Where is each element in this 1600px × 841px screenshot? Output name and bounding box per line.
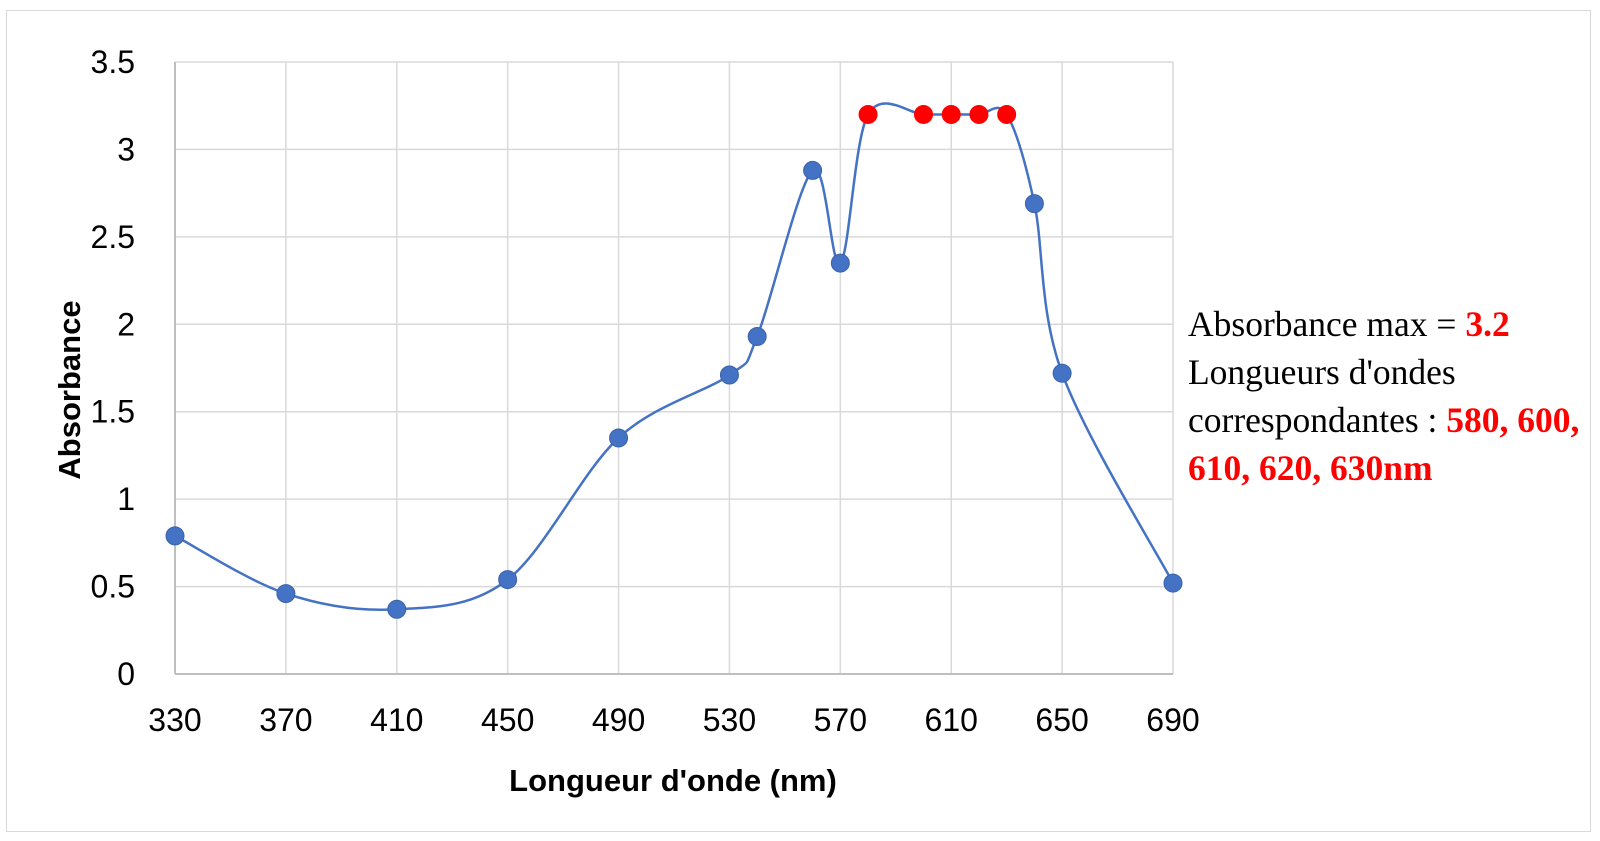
x-tick-label: 610 bbox=[925, 702, 978, 738]
annotation-line2: Longueurs d'ondes correspondantes : bbox=[1188, 352, 1456, 440]
annotation-max-value: 3.2 bbox=[1465, 304, 1510, 344]
x-tick-label: 450 bbox=[481, 702, 534, 738]
x-axis-title: Longueur d'onde (nm) bbox=[509, 763, 837, 798]
series-line bbox=[174, 102, 1175, 612]
highlighted-data-point bbox=[969, 104, 989, 124]
x-tick-label: 410 bbox=[370, 702, 423, 738]
data-point bbox=[1163, 573, 1183, 593]
data-point bbox=[830, 253, 850, 273]
highlighted-data-point bbox=[858, 104, 878, 124]
axes bbox=[174, 62, 1173, 675]
y-tick-label: 2 bbox=[117, 306, 135, 342]
y-tick-label: 0 bbox=[117, 656, 135, 692]
data-point bbox=[803, 160, 823, 180]
gridlines bbox=[175, 61, 1174, 674]
y-tick-label: 3 bbox=[117, 131, 135, 167]
highlighted-data-point bbox=[941, 104, 961, 124]
y-tick-labels: 0 0.5 1 1.5 2 2.5 3 3.5 bbox=[91, 44, 135, 692]
data-point bbox=[276, 584, 296, 604]
y-tick-label: 1 bbox=[117, 481, 135, 517]
x-tick-labels: 330 370 410 450 490 530 570 610 650 690 bbox=[148, 702, 1199, 738]
x-tick-label: 490 bbox=[592, 702, 645, 738]
annotation-wavelengths: 580, 600, 610, 620, 630nm bbox=[1188, 400, 1580, 488]
x-tick-label: 370 bbox=[259, 702, 312, 738]
x-tick-label: 330 bbox=[148, 702, 201, 738]
x-tick-label: 570 bbox=[814, 702, 867, 738]
highlighted-data-point bbox=[914, 104, 933, 124]
x-tick-label: 690 bbox=[1146, 702, 1199, 738]
y-tick-label: 3.5 bbox=[91, 44, 135, 80]
data-point bbox=[747, 327, 767, 347]
y-tick-label: 0.5 bbox=[91, 569, 135, 605]
highlighted-data-point bbox=[997, 104, 1017, 124]
data-point bbox=[1052, 363, 1072, 383]
annotation-prefix: Absorbance max = bbox=[1188, 304, 1466, 344]
x-tick-label: 530 bbox=[703, 702, 756, 738]
x-tick-label: 650 bbox=[1035, 702, 1088, 738]
y-axis-title: Absorbance bbox=[52, 300, 87, 479]
data-point bbox=[719, 365, 739, 385]
y-tick-label: 2.5 bbox=[91, 219, 135, 255]
data-point bbox=[387, 599, 407, 619]
data-point bbox=[609, 428, 629, 448]
data-point bbox=[165, 526, 185, 546]
annotation-text: Absorbance max = 3.2 Longueurs d'ondes c… bbox=[1188, 300, 1588, 492]
data-points bbox=[165, 104, 1183, 619]
y-tick-label: 1.5 bbox=[91, 394, 135, 430]
data-point bbox=[1024, 194, 1044, 214]
chart-frame bbox=[6, 10, 1591, 832]
data-point bbox=[498, 570, 518, 590]
